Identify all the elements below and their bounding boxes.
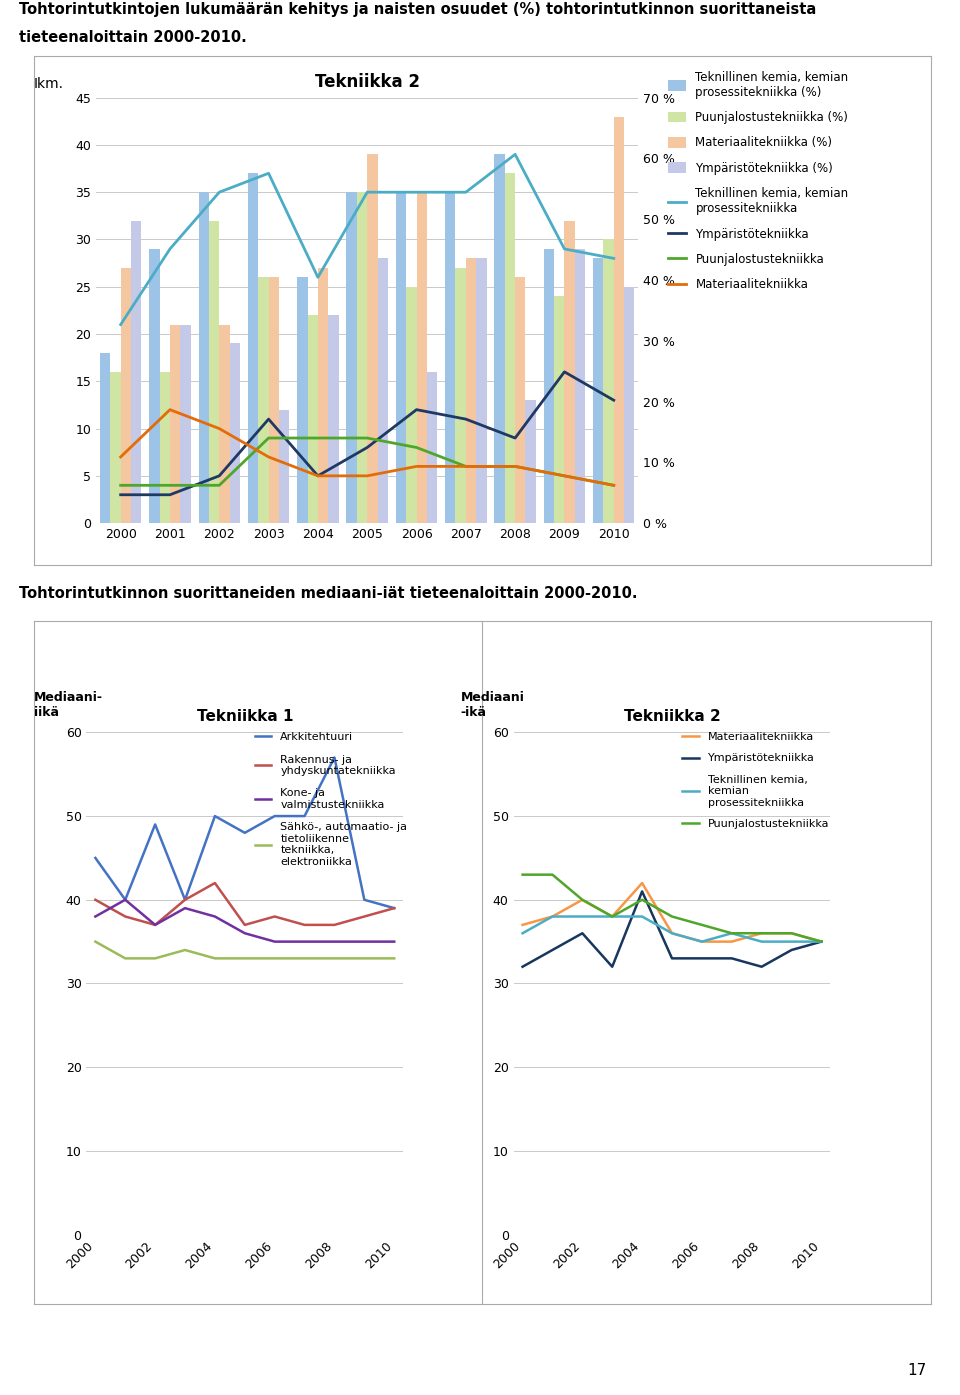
Bar	[219, 325, 229, 523]
Bar	[269, 278, 279, 523]
Bar	[593, 258, 604, 523]
Bar	[455, 268, 466, 523]
Bar	[149, 248, 159, 523]
Bar	[110, 372, 121, 523]
Text: Mediaani-
iikä: Mediaani- iikä	[34, 691, 103, 718]
Title: Tekniikka 2: Tekniikka 2	[315, 73, 420, 91]
Legend: Materiaalitekniikka, Ympäristötekniikka, Teknillinen kemia,
kemian
prosessitekni: Materiaalitekniikka, Ympäristötekniikka,…	[678, 728, 833, 833]
Bar	[604, 240, 613, 523]
Bar	[445, 193, 455, 523]
Bar	[406, 287, 417, 523]
Bar	[575, 248, 586, 523]
Bar	[613, 117, 624, 523]
Bar	[328, 315, 339, 523]
Text: 17: 17	[907, 1363, 926, 1378]
Bar	[199, 193, 209, 523]
Bar	[417, 193, 427, 523]
Bar	[427, 372, 437, 523]
Bar	[554, 296, 564, 523]
Bar	[347, 193, 357, 523]
Bar	[494, 155, 505, 523]
Bar	[248, 173, 258, 523]
Bar	[476, 258, 487, 523]
Bar	[279, 410, 289, 523]
Legend: Arkkitehtuuri, Rakennus- ja
yhdyskuntatekniikka, Kone- ja
valmistustekniikka, Sä: Arkkitehtuuri, Rakennus- ja yhdyskuntate…	[251, 728, 412, 872]
Bar	[396, 193, 406, 523]
Bar	[159, 372, 170, 523]
Bar	[377, 258, 388, 523]
Bar	[466, 258, 476, 523]
Bar	[543, 248, 554, 523]
Bar	[170, 325, 180, 523]
Bar	[357, 193, 367, 523]
Text: Tohtorintutkintojen lukumäärän kehitys ja naisten osuudet (%) tohtorintutkinnon : Tohtorintutkintojen lukumäärän kehitys j…	[19, 1, 816, 17]
Text: Ikm.: Ikm.	[34, 77, 63, 91]
Bar	[525, 400, 536, 523]
Bar	[180, 325, 191, 523]
Bar	[318, 268, 328, 523]
Title: Tekniikka 2: Tekniikka 2	[624, 709, 720, 724]
Bar	[624, 287, 635, 523]
Bar	[505, 173, 516, 523]
Bar	[258, 278, 269, 523]
Bar	[367, 155, 377, 523]
Text: Mediaani
-ikä: Mediaani -ikä	[461, 691, 525, 718]
Bar	[229, 343, 240, 523]
Bar	[209, 220, 219, 523]
Bar	[298, 278, 307, 523]
Bar	[307, 315, 318, 523]
Bar	[100, 353, 110, 523]
Legend: Teknillinen kemia, kemian
prosessitekniikka (%), Puunjalostustekniikka (%), Mate: Teknillinen kemia, kemian prosessiteknii…	[663, 66, 853, 296]
Bar	[516, 278, 525, 523]
Title: Tekniikka 1: Tekniikka 1	[197, 709, 293, 724]
Text: Tohtorintutkinnon suorittaneiden mediaani-iät tieteenaloittain 2000-2010.: Tohtorintutkinnon suorittaneiden mediaan…	[19, 586, 637, 601]
Bar	[131, 220, 141, 523]
Bar	[121, 268, 131, 523]
Bar	[564, 220, 575, 523]
Text: tieteenaloittain 2000-2010.: tieteenaloittain 2000-2010.	[19, 29, 247, 45]
